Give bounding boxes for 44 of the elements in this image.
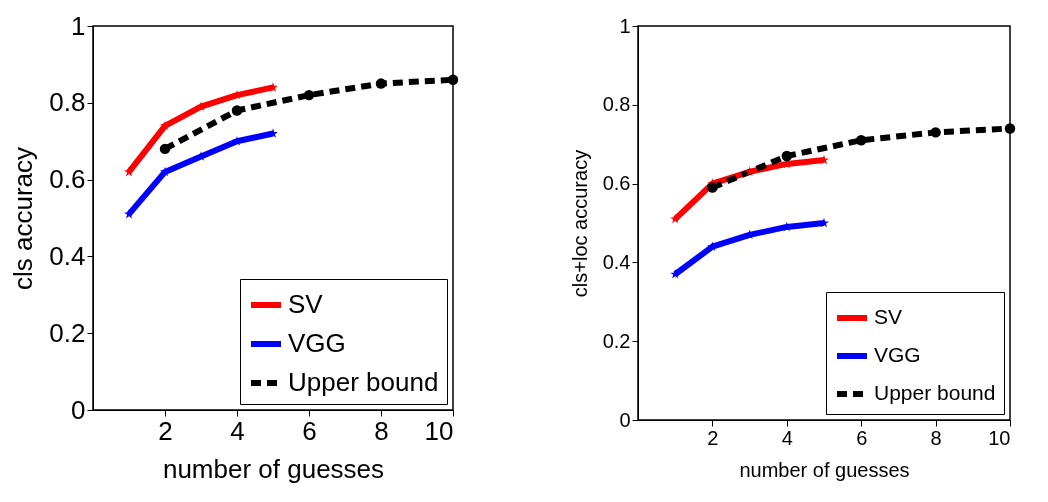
x-tick-label: 6 xyxy=(856,426,868,449)
y-tick-label: 0.6 xyxy=(602,172,631,195)
x-tick-label: 6 xyxy=(302,415,317,446)
point xyxy=(124,166,134,177)
y-tick-label: 0.4 xyxy=(49,240,86,271)
legend-label: SV xyxy=(874,305,903,328)
y-tick-label: 1 xyxy=(71,10,86,41)
point xyxy=(159,143,171,155)
y-tick-label: 0.8 xyxy=(602,93,631,116)
point xyxy=(855,135,867,146)
y-tick-label: 1 xyxy=(619,14,631,37)
x-tick-label: 2 xyxy=(158,415,173,446)
x-tick-label: 4 xyxy=(781,426,793,449)
x-tick-label: 8 xyxy=(374,415,389,446)
y-axis-title: cls accuracy xyxy=(8,146,39,291)
x-tick-label: 10 xyxy=(988,426,1011,449)
x-tick-label: 4 xyxy=(230,415,245,446)
y-tick-label: 0 xyxy=(71,394,86,425)
x-axis-title: number of guesses xyxy=(739,458,910,481)
legend-label: VGG xyxy=(288,328,346,358)
x-axis-title: number of guesses xyxy=(162,453,385,484)
legend-label: Upper bound xyxy=(874,381,996,404)
y-tick-label: 0.4 xyxy=(602,250,631,273)
x-tick-label: 2 xyxy=(707,426,719,449)
legend-label: SV xyxy=(288,289,324,319)
x-tick-label: 8 xyxy=(930,426,942,449)
y-tick-label: 0.6 xyxy=(49,164,86,195)
y-tick-label: 0 xyxy=(619,408,631,431)
point xyxy=(303,89,315,101)
legend-label: VGG xyxy=(874,343,921,366)
y-tick-label: 0.2 xyxy=(49,317,86,348)
point xyxy=(781,150,793,162)
point xyxy=(447,74,459,85)
point xyxy=(375,78,387,89)
point xyxy=(1004,123,1016,134)
point xyxy=(268,82,278,92)
y-tick-label: 0.8 xyxy=(49,87,86,118)
legend-label: Upper bound xyxy=(288,367,439,397)
point xyxy=(707,182,718,193)
point xyxy=(930,127,941,138)
point xyxy=(231,105,243,116)
y-axis-title: cls+loc accuracy xyxy=(568,149,591,298)
y-tick-label: 0.2 xyxy=(602,329,631,352)
x-tick-label: 10 xyxy=(424,415,454,446)
